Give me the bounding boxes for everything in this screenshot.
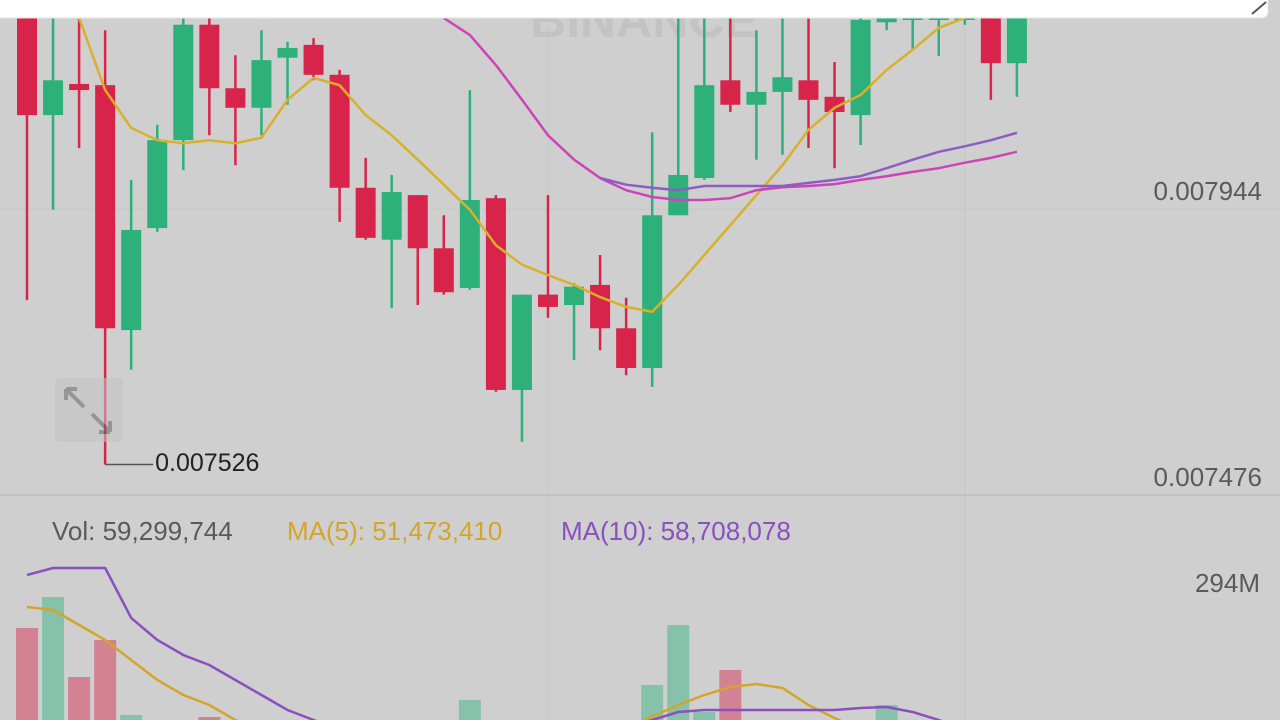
- top-bar: [0, 0, 1269, 19]
- candle-body: [303, 44, 324, 75]
- candle-body: [694, 85, 715, 179]
- candle-body: [147, 140, 168, 229]
- candle-body: [642, 215, 663, 368]
- candle-body: [433, 248, 454, 293]
- volume-legend-item: MA(10): 58,708,078: [561, 516, 791, 546]
- volume-legend-item: MA(5): 51,473,410: [287, 516, 502, 546]
- candle-body: [225, 88, 246, 108]
- corner-mark: [1251, 1, 1267, 15]
- candle-body: [798, 80, 819, 100]
- volume-ma-line: [26, 566, 943, 720]
- volume-tick-label: 294M: [1195, 568, 1260, 598]
- candle-body: [564, 286, 585, 306]
- price-panel: [17, 18, 1027, 466]
- candle-body: [355, 187, 376, 238]
- low-annotation-label: 0.007526: [155, 449, 259, 477]
- candle-body: [746, 91, 767, 105]
- candle-body: [616, 328, 637, 368]
- candle-body: [95, 85, 116, 329]
- candle-body: [381, 192, 402, 240]
- volume-bar: [42, 597, 65, 720]
- candle-body: [980, 18, 1001, 64]
- expand-icon: [55, 378, 123, 442]
- candle-body: [251, 60, 272, 108]
- candle-body: [876, 18, 897, 23]
- volume-legend-item: Vol: 59,299,744: [52, 516, 233, 546]
- ma-line: [599, 131, 1018, 192]
- candle-body: [199, 24, 220, 89]
- candle-body: [902, 18, 923, 20]
- labels: 0.007944 0.007476 0.007526 294M Vol: 59,299,…: [52, 176, 1262, 598]
- volume-bar: [693, 712, 716, 720]
- volume-bar: [667, 625, 690, 720]
- candle-body: [459, 200, 480, 288]
- candle-body: [329, 74, 350, 188]
- y-tick-label: 0.007944: [1154, 176, 1262, 206]
- ma-line: [443, 18, 1018, 202]
- volume-bar: [16, 627, 38, 720]
- candle-body: [720, 80, 741, 105]
- volume-bar: [719, 669, 742, 720]
- volume-bar: [94, 640, 117, 720]
- candle-body: [277, 47, 298, 58]
- volume-bar: [458, 699, 481, 720]
- volume-bar: [641, 685, 664, 720]
- candle-body: [485, 198, 506, 390]
- candle-body: [668, 174, 689, 216]
- candle-body: [590, 284, 611, 329]
- candle-body: [928, 18, 949, 20]
- candle-body: [772, 77, 793, 92]
- ma-line: [77, 18, 966, 314]
- y-tick-label: 0.007476: [1154, 462, 1262, 492]
- volume-panel: [16, 566, 943, 720]
- candle-body: [850, 19, 871, 116]
- candle-body: [824, 96, 845, 113]
- candle-body: [121, 229, 142, 331]
- candle-body: [43, 80, 64, 116]
- volume-bar: [68, 677, 91, 720]
- candle-body: [407, 195, 428, 249]
- candle-body: [1006, 18, 1027, 64]
- candle-body: [173, 24, 194, 141]
- candle-body: [538, 294, 558, 307]
- volume-bar: [120, 714, 143, 720]
- candle-body: [69, 83, 90, 91]
- candle-body: [17, 18, 37, 116]
- volume-bar: [198, 717, 221, 720]
- candle-body: [511, 294, 532, 390]
- volume-ma-line: [26, 605, 842, 720]
